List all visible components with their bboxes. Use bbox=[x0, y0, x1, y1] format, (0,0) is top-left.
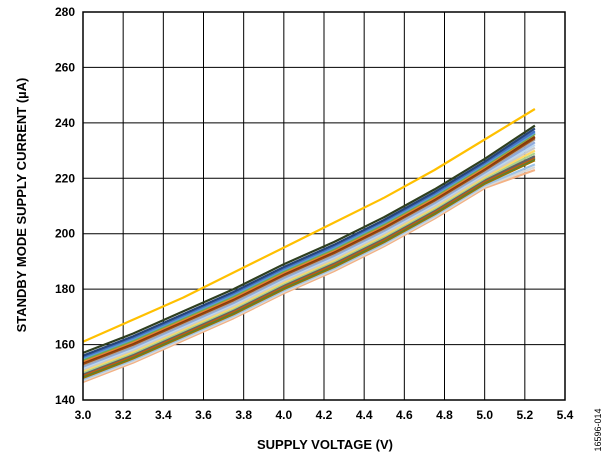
series-line bbox=[82, 146, 536, 371]
series-line bbox=[82, 132, 536, 363]
series-line bbox=[82, 149, 536, 372]
x-tick-label: 4.0 bbox=[275, 408, 292, 422]
series-line bbox=[82, 157, 536, 378]
y-tick-labels: 140 160 180 200 220 240 260 280 bbox=[55, 5, 75, 407]
x-tick-label: 4.4 bbox=[356, 408, 373, 422]
y-tick-label: 180 bbox=[55, 282, 75, 296]
x-tick-label: 5.4 bbox=[557, 408, 574, 422]
series-line bbox=[82, 166, 536, 382]
y-tick-label: 240 bbox=[55, 116, 75, 130]
y-tick-label: 140 bbox=[55, 393, 75, 407]
x-tick-label: 4.2 bbox=[316, 408, 333, 422]
series-line bbox=[82, 108, 536, 343]
series-line bbox=[82, 152, 536, 374]
y-tick-label: 220 bbox=[55, 171, 75, 185]
series-line bbox=[82, 163, 536, 381]
series-line bbox=[82, 127, 536, 357]
x-tick-label: 3.6 bbox=[195, 408, 212, 422]
x-axis-label: SUPPLY VOLTAGE (V) bbox=[257, 437, 393, 452]
x-tick-label: 4.8 bbox=[436, 408, 453, 422]
series-line bbox=[82, 135, 536, 364]
x-tick-labels: 3.0 3.2 3.4 3.6 3.8 4.0 4.2 4.4 4.6 4.8 5.0 5.2 5.4 bbox=[75, 408, 574, 422]
series-line bbox=[82, 159, 536, 379]
series-line bbox=[82, 132, 536, 361]
plot-frame bbox=[82, 11, 566, 401]
x-tick-label: 3.8 bbox=[235, 408, 252, 422]
series-line bbox=[82, 124, 536, 354]
series-line bbox=[82, 141, 536, 368]
x-tick-label: 3.4 bbox=[155, 408, 172, 422]
series-line bbox=[82, 155, 536, 375]
x-tick-label: 4.6 bbox=[396, 408, 413, 422]
figure-id-label: 16596-014 bbox=[593, 408, 603, 451]
y-axis-label: STANDBY MODE SUPPLY CURRENT (µA) bbox=[14, 78, 29, 333]
y-tick-label: 260 bbox=[55, 60, 75, 74]
y-tick-label: 200 bbox=[55, 227, 75, 241]
x-tick-label: 5.0 bbox=[476, 408, 493, 422]
series-line bbox=[82, 144, 536, 370]
series-lines bbox=[82, 108, 536, 384]
series-line bbox=[82, 156, 536, 377]
x-tick-label: 3.0 bbox=[75, 408, 92, 422]
series-line bbox=[82, 138, 536, 367]
x-tick-label: 3.2 bbox=[115, 408, 132, 422]
series-line bbox=[82, 137, 536, 366]
x-tick-label: 5.2 bbox=[516, 408, 533, 422]
series-line bbox=[82, 130, 536, 359]
y-tick-label: 160 bbox=[55, 338, 75, 352]
series-line bbox=[82, 131, 536, 360]
series-line bbox=[82, 168, 536, 384]
y-tick-label: 280 bbox=[55, 5, 75, 19]
